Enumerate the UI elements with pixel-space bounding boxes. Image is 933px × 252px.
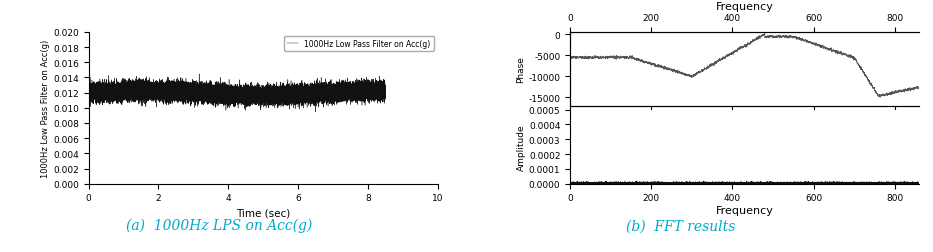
X-axis label: Frequency: Frequency	[716, 2, 773, 12]
Y-axis label: Amplitude: Amplitude	[517, 124, 526, 170]
Text: (a)  1000Hz LPS on Acc(g): (a) 1000Hz LPS on Acc(g)	[126, 218, 313, 232]
Y-axis label: 1000Hz Low Pass Filter on Acc(g): 1000Hz Low Pass Filter on Acc(g)	[41, 40, 50, 177]
Text: (b)  FFT results: (b) FFT results	[626, 218, 736, 232]
Y-axis label: Phase: Phase	[517, 56, 525, 83]
X-axis label: Frequency: Frequency	[716, 205, 773, 215]
Legend: 1000Hz Low Pass Filter on Acc(g): 1000Hz Low Pass Filter on Acc(g)	[284, 37, 434, 52]
X-axis label: Time (sec): Time (sec)	[236, 208, 290, 218]
